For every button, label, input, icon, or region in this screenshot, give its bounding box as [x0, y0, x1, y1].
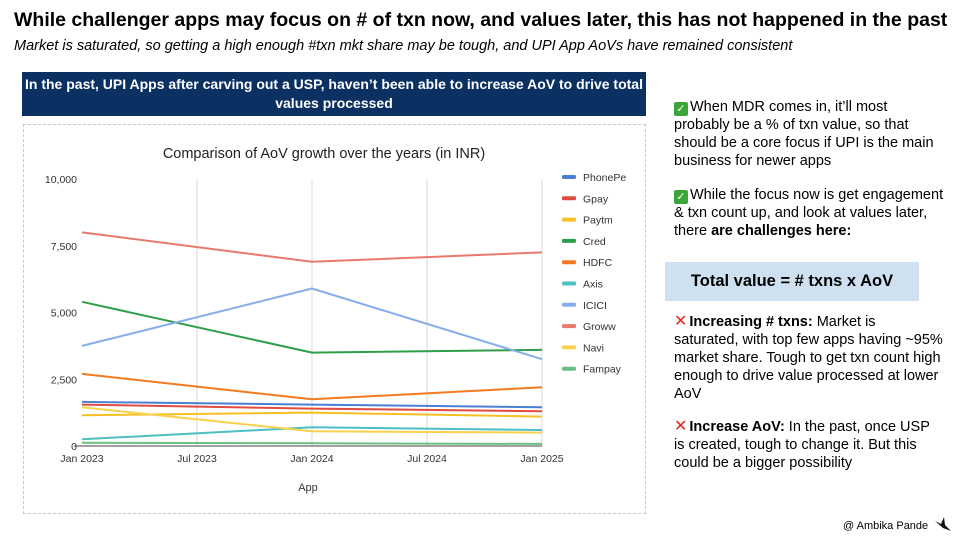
- series-line-axis: [81, 426, 543, 441]
- chart-legend: PhonePe Gpay Paytm Cred HDFC Axis ICICI Groww Na…: [562, 172, 626, 376]
- aov-line-chart: Comparison of AoV growth over the years …: [45, 146, 626, 494]
- legend-swatch: [562, 175, 576, 179]
- legend-swatch: [562, 196, 576, 201]
- y-tick-label: 0: [71, 441, 77, 453]
- cross-mark-icon: ✕: [674, 418, 688, 435]
- increase-aov-heading: Increase AoV:: [689, 419, 785, 435]
- legend-swatch: [562, 302, 576, 307]
- formula-box: Total value = # txns x AoV: [665, 262, 919, 301]
- legend-swatch: [562, 217, 576, 222]
- check-mark-icon: ✓: [674, 102, 688, 116]
- legend-swatch: [562, 281, 576, 286]
- chart-gridlines: [196, 179, 543, 446]
- x-tick-label: Jan 2023: [60, 453, 103, 465]
- cross-mark-icon: ✕: [674, 313, 688, 330]
- increase-aov-text: In the past, once USP is created, tough …: [674, 419, 930, 471]
- chart-series: [81, 231, 543, 445]
- mdr-point: ✓ When MDR comes in, it’ll most probably …: [674, 98, 944, 170]
- legend-item-gpay: Gpay: [562, 193, 609, 205]
- legend-label: Groww: [583, 321, 616, 333]
- x-tick-label: Jan 2025: [520, 453, 563, 465]
- legend-label: Cred: [583, 236, 606, 248]
- increase-txns-point: ✕ Increasing # txns: Market is saturated,…: [674, 313, 944, 403]
- legend-label: ICICI: [583, 300, 607, 312]
- legend-label: Axis: [583, 279, 603, 291]
- slide-title: While challenger apps may focus on # of …: [14, 9, 948, 31]
- check-mark-icon: ✓: [674, 190, 688, 204]
- increase-aov-point: ✕ Increase AoV: In the past, once USP is …: [674, 418, 944, 472]
- y-tick-label: 10,000: [45, 174, 77, 186]
- y-tick-label: 7,500: [51, 241, 77, 253]
- series-line-gpay: [81, 403, 543, 413]
- increase-txns-text: Market is saturated, with top few apps h…: [674, 314, 943, 402]
- mdr-point-text: When MDR comes in, it’ll most probably b…: [674, 99, 934, 169]
- legend-label: PhonePe: [583, 172, 626, 184]
- legend-item-cred: Cred: [562, 236, 606, 248]
- legend-item-hdfc: HDFC: [562, 257, 613, 269]
- series-line-navi: [81, 406, 543, 434]
- series-line-icici: [81, 287, 543, 361]
- increase-txns-heading: Increasing # txns:: [689, 314, 813, 330]
- x-tick-label: Jul 2024: [407, 453, 447, 465]
- legend-swatch: [562, 345, 576, 350]
- author-credit: @ Ambika Pande: [843, 520, 929, 532]
- y-tick-label: 5,000: [51, 308, 77, 320]
- x-tick-label: Jan 2024: [290, 453, 333, 465]
- series-line-groww: [81, 231, 543, 263]
- slide-subtitle: Market is saturated, so getting a high e…: [14, 38, 793, 54]
- legend-item-axis: Axis: [562, 279, 603, 291]
- legend-item-fampay: Fampay: [562, 364, 622, 376]
- legend-swatch: [562, 324, 576, 329]
- legend-item-icici: ICICI: [562, 300, 607, 312]
- chart-title: Comparison of AoV growth over the years …: [163, 146, 485, 162]
- y-tick-label: 2,500: [51, 374, 77, 386]
- legend-item-navi: Navi: [562, 342, 604, 354]
- x-tick-label: Jul 2023: [177, 453, 217, 465]
- series-line-fampay: [81, 441, 543, 445]
- x-axis-label: App: [298, 482, 318, 494]
- legend-swatch: [562, 366, 576, 371]
- challenges-point: ✓ While the focus now is get engagement &…: [674, 186, 944, 240]
- series-line-phonepe: [81, 400, 543, 409]
- series-line-hdfc: [81, 372, 543, 401]
- legend-label: Fampay: [583, 364, 622, 376]
- legend-swatch: [562, 238, 576, 243]
- chart-container: Comparison of AoV growth over the years …: [23, 124, 646, 514]
- legend-label: Navi: [583, 342, 604, 354]
- legend-label: Gpay: [583, 193, 609, 205]
- x-axis-ticks: Jan 2023 Jul 2023 Jan 2024 Jul 2024 Jan 2025: [60, 453, 563, 465]
- bird-logo-icon: [935, 517, 951, 531]
- series-line-cred: [81, 300, 543, 354]
- legend-item-groww: Groww: [562, 321, 616, 333]
- chart-banner: In the past, UPI Apps after carving out …: [22, 72, 646, 116]
- legend-label: HDFC: [583, 257, 613, 269]
- legend-swatch: [562, 260, 576, 265]
- legend-label: Paytm: [583, 215, 613, 227]
- challenges-point-bold: are challenges here:: [711, 223, 852, 239]
- y-axis-ticks: 0 2,500 5,000 7,500 10,000: [45, 174, 77, 453]
- legend-item-paytm: Paytm: [562, 215, 613, 227]
- legend-item-phonepe: PhonePe: [562, 172, 626, 184]
- challenges-point-text: While the focus now is get engagement & …: [674, 187, 944, 239]
